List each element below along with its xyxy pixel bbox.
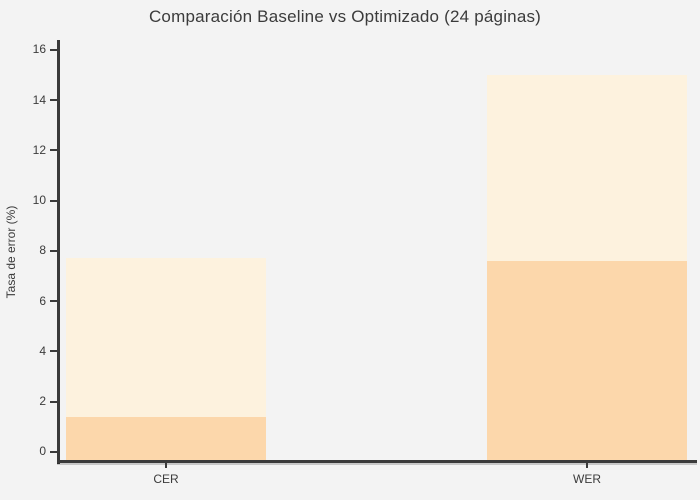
x-tick-label-wer: WER: [573, 472, 601, 486]
y-tick-mark: [50, 199, 57, 202]
y-tick-mark: [50, 400, 57, 403]
y-tick-mark: [50, 99, 57, 102]
y-tick-mark: [50, 149, 57, 152]
x-tick-label-cer: CER: [153, 472, 179, 486]
bar-optimizado-wer: [487, 260, 687, 460]
y-axis-line: [57, 40, 60, 464]
y-tick-label: 16: [32, 42, 46, 57]
x-tick-mark: [586, 463, 588, 468]
chart-title: Comparación Baseline vs Optimizado (24 p…: [148, 7, 542, 26]
y-tick-mark: [50, 300, 57, 303]
y-tick-mark: [50, 350, 57, 353]
y-tick-mark: [50, 249, 57, 252]
y-tick-label: 4: [39, 343, 46, 358]
y-tick-label: 8: [39, 243, 46, 258]
bar-optimizado-cer: [66, 416, 266, 460]
y-tick-label: 2: [39, 394, 46, 409]
y-tick-label: 10: [32, 193, 46, 208]
y-tick-mark: [50, 450, 57, 453]
y-tick-label: 12: [32, 142, 46, 157]
x-axis-line: [57, 460, 697, 463]
y-tick-label: 14: [32, 92, 46, 107]
y-tick-label: 6: [39, 293, 46, 308]
x-tick-mark: [165, 463, 167, 468]
y-tick-label: 0: [39, 444, 46, 459]
y-tick-mark: [50, 48, 57, 51]
